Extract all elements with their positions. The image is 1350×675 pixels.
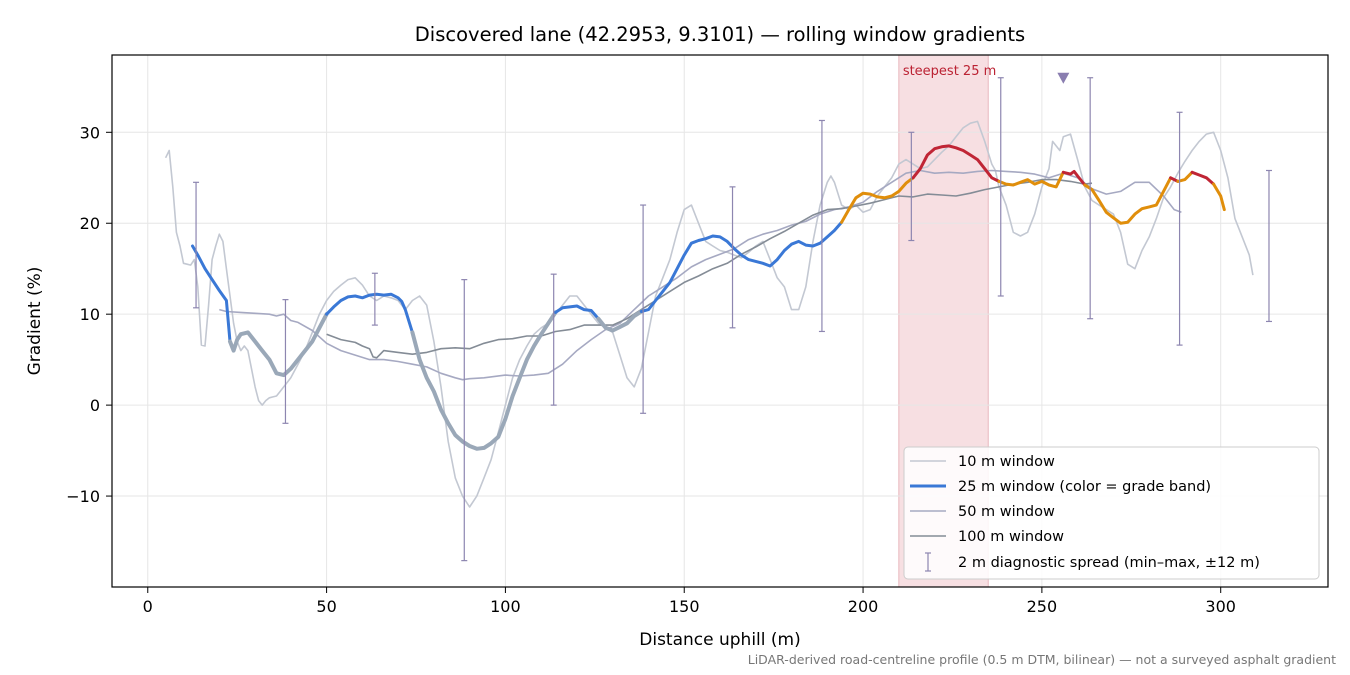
plot-frame: [111, 54, 1329, 588]
series-line-25m-segment: [554, 304, 600, 321]
y-axis-label: Gradient (%): [25, 267, 45, 376]
spread-bar: [818, 119, 825, 333]
legend: 10 m window 25 m window (color = grade b…: [903, 446, 1320, 580]
spread-bar: [908, 131, 915, 242]
spread-bar: [997, 77, 1004, 297]
series-line-25m-segment: [1212, 182, 1226, 212]
y-axis-ticks: −10 0 10 20 30: [66, 123, 112, 506]
steepest-marker: [1057, 72, 1070, 84]
legend-label-100m: 100 m window: [958, 529, 1064, 545]
series-line-25m-segment: [325, 292, 414, 334]
spread-bar: [1265, 169, 1272, 323]
series-line-25m-segment: [228, 312, 329, 378]
series-line-25m-segment: [639, 220, 844, 313]
series-line-25m-segment: [1190, 170, 1216, 186]
x-tick-label: 150: [669, 597, 700, 616]
series-line-0: [164, 120, 1254, 508]
legend-label-50m: 50 m window: [958, 504, 1055, 520]
spread-bar: [640, 204, 647, 414]
x-tick-label: 50: [316, 597, 336, 616]
series-line-25m-segment: [1083, 176, 1173, 225]
spread-bar: [282, 299, 289, 424]
series-line-25m-segment: [840, 176, 915, 224]
x-tick-label: 300: [1205, 597, 1236, 616]
y-tick-label: −10: [66, 487, 100, 506]
y-tick-label: 20: [80, 214, 100, 233]
diagnostic-bars-layer: [193, 77, 1272, 562]
y-tick-label: 10: [80, 305, 100, 324]
series-line-25m-segment: [1061, 169, 1087, 187]
series-line-2: [219, 169, 1182, 381]
marker-layer: [1057, 72, 1070, 84]
legend-label-25m: 25 m window (color = grade band): [958, 479, 1211, 495]
chart-title: Discovered lane (42.2953, 9.3101) — roll…: [415, 23, 1025, 46]
grid-layer: [112, 55, 1328, 587]
spread-bar: [371, 272, 378, 326]
x-tick-label: 0: [143, 597, 153, 616]
series-line-25m-segment: [191, 244, 232, 343]
legend-swatch-spread: [925, 552, 931, 572]
legend-box: [903, 446, 1320, 580]
y-tick-label: 0: [90, 396, 100, 415]
x-tick-label: 200: [848, 597, 879, 616]
x-tick-label: 250: [1027, 597, 1058, 616]
series-layer: [164, 120, 1254, 508]
x-tick-label: 100: [490, 597, 521, 616]
spread-bar: [461, 279, 468, 562]
y-tick-label: 30: [80, 123, 100, 142]
spread-bar: [193, 181, 200, 309]
series-line-25m-segment: [596, 309, 644, 333]
spread-bar: [729, 186, 736, 329]
x-axis-label: Distance uphill (m): [639, 630, 800, 650]
series-line-25m-segment: [410, 310, 558, 451]
legend-label-spread: 2 m diagnostic spread (min–max, ±12 m): [958, 555, 1260, 571]
legend-label-10m: 10 m window: [958, 454, 1055, 470]
footnote: LiDAR-derived road-centreline profile (0…: [748, 652, 1336, 667]
series-line-25m-segment: [997, 170, 1065, 189]
spread-bar: [550, 273, 557, 406]
x-axis-ticks: 0 50 100 150 200 250 300: [143, 587, 1236, 616]
steepest-label: steepest 25 m: [903, 64, 996, 79]
spread-bar: [1087, 77, 1094, 320]
series-line-25m-segment: [911, 144, 1001, 183]
spread-bar: [1176, 111, 1183, 346]
